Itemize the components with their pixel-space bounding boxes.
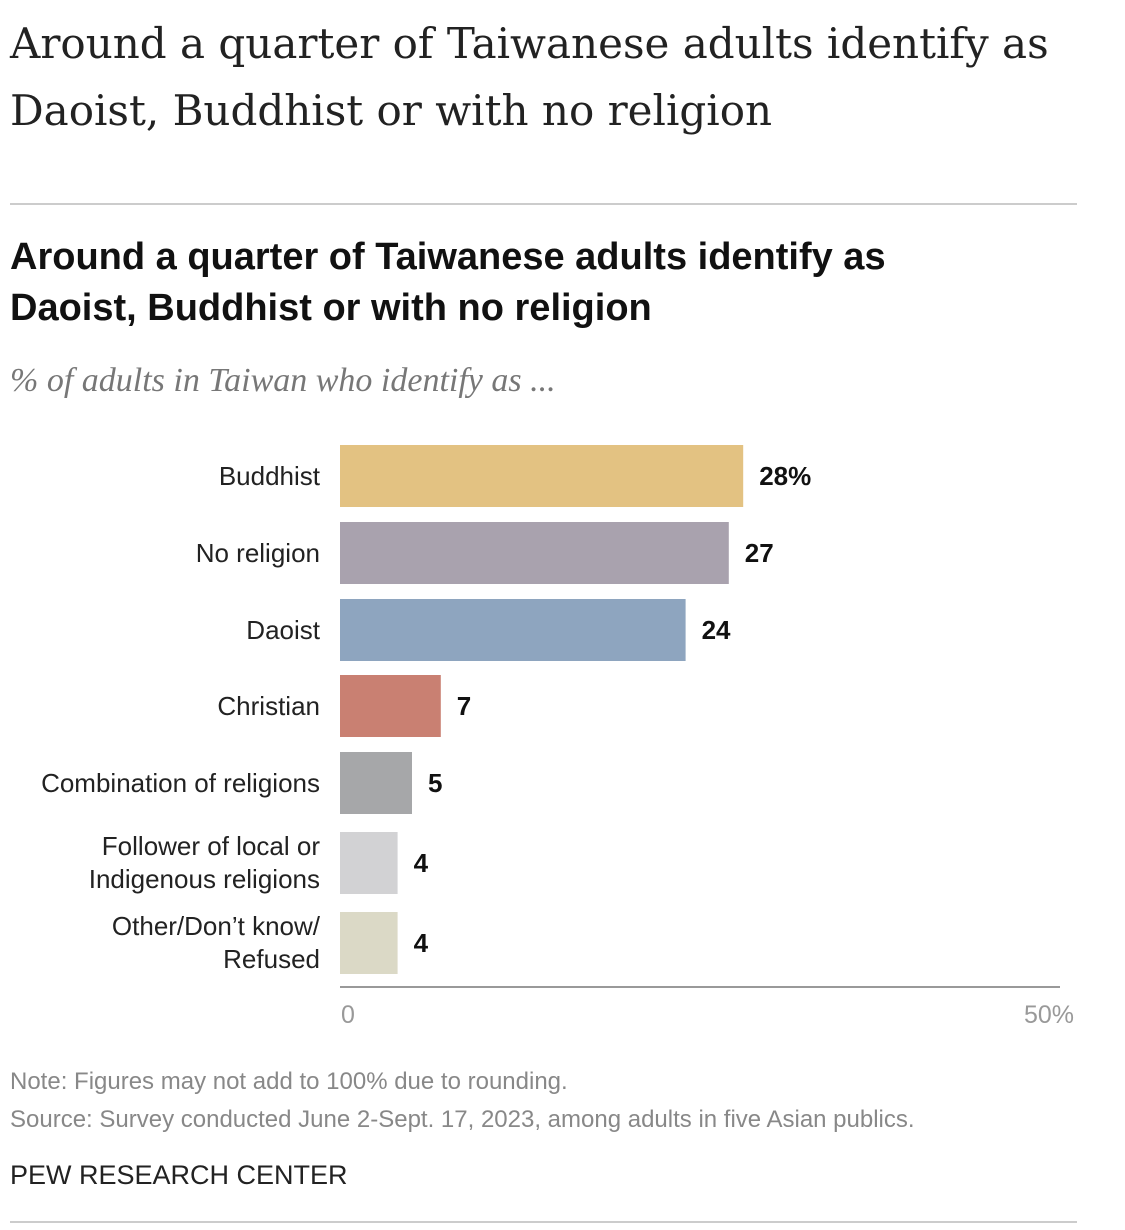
source: Source: Survey conducted June 2-Sept. 17… — [10, 1106, 915, 1133]
bar — [340, 445, 744, 507]
value-label: 4 — [414, 848, 429, 878]
bar — [340, 832, 398, 894]
chart-title: Around a quarter of Taiwanese adults ide… — [10, 236, 886, 329]
y-tick-label: Daoist — [246, 614, 320, 645]
y-tick-label: No religion — [195, 537, 320, 568]
y-tick-label: Follower of local or Indigenous religion… — [88, 831, 320, 894]
value-label: 24 — [702, 615, 731, 645]
value-label: 4 — [414, 928, 429, 958]
chart-subtitle: % of adults in Taiwan who identify as ..… — [10, 362, 556, 399]
bar — [340, 599, 686, 661]
x-tick-label: 0 — [341, 1001, 355, 1029]
value-label: 28% — [759, 461, 811, 491]
value-label: 5 — [428, 768, 442, 798]
y-tick-label: Christian — [217, 690, 320, 721]
value-label: 27 — [745, 538, 774, 568]
note: Note: Figures may not add to 100% due to… — [10, 1068, 568, 1095]
x-tick-label: 50% — [1024, 1001, 1074, 1029]
y-tick-label: Buddhist — [218, 460, 320, 491]
bar — [340, 675, 441, 737]
bar — [340, 522, 729, 584]
bar — [340, 912, 398, 974]
value-label: 7 — [457, 691, 471, 721]
y-tick-label: Combination of religions — [41, 767, 320, 798]
y-tick-label: Other/Don’t know/ Refused — [111, 911, 320, 974]
page-title: Around a quarter of Taiwanese adults ide… — [10, 19, 1049, 135]
bar — [340, 752, 412, 814]
credit: PEW RESEARCH CENTER — [10, 1160, 348, 1190]
